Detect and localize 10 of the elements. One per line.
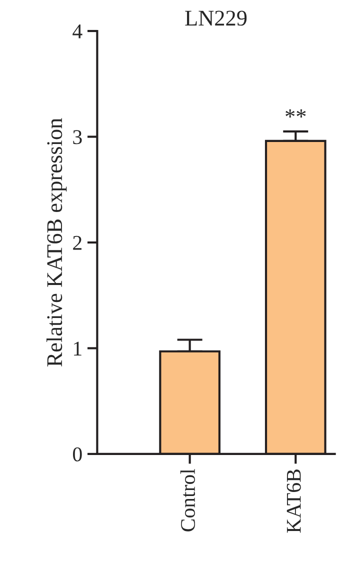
y-axis-title: Relative KAT6B expression	[46, 118, 67, 367]
chart-title: LN229	[185, 10, 247, 26]
y-tick-label: 2	[73, 236, 82, 250]
y-tick-label: 4	[72, 24, 82, 38]
x-tick-label: KAT6B	[286, 470, 301, 533]
y-tick-label: 0	[72, 447, 82, 462]
annotation: **	[286, 109, 306, 118]
x-tick-label: Control	[180, 468, 196, 532]
y-tick-label: 3	[73, 130, 82, 144]
y-tick-label: 1	[74, 342, 82, 356]
